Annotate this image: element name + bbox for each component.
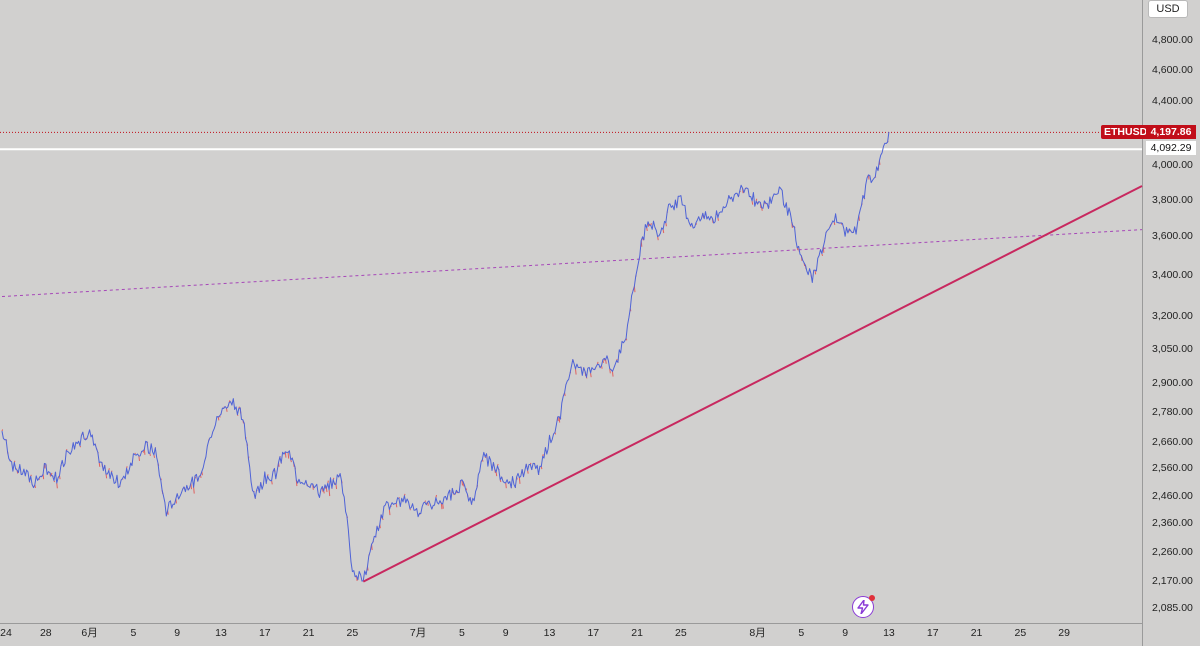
x-tick-label: 7月	[410, 627, 426, 639]
price-wick	[657, 236, 659, 241]
x-tick-label: 29	[1058, 627, 1070, 639]
price-wick	[335, 484, 338, 490]
x-tick-label: 6月	[81, 627, 97, 639]
y-tick-label: 2,660.00	[1152, 436, 1193, 448]
y-tick-label: 2,170.00	[1152, 575, 1193, 587]
x-tick-label: 13	[215, 627, 227, 639]
last-price-tag: 4,197.86	[1146, 125, 1196, 139]
y-tick-label: 4,600.00	[1152, 64, 1193, 76]
price-wick	[609, 368, 611, 374]
price-wick	[751, 200, 754, 205]
price-wick	[611, 371, 614, 377]
horizontal-line-price-tag: 4,092.29	[1146, 141, 1196, 155]
price-wick	[665, 222, 667, 227]
x-tick-label: 9	[842, 627, 848, 639]
trendline[interactable]	[362, 185, 1143, 583]
price-wick	[442, 503, 444, 509]
dashed-line[interactable]	[1, 229, 1143, 298]
x-tick-label: 9	[174, 627, 180, 639]
price-wick	[646, 227, 648, 232]
y-tick-label: 2,460.00	[1152, 490, 1193, 502]
x-tick-label: 8月	[749, 627, 765, 639]
price-wick	[56, 482, 58, 489]
x-tick-label: 21	[971, 627, 983, 639]
price-wick	[395, 503, 398, 508]
x-tick-label: 13	[883, 627, 895, 639]
price-wick	[138, 455, 140, 461]
y-tick-label: 2,780.00	[1152, 406, 1193, 418]
y-tick-label: 3,200.00	[1152, 310, 1193, 322]
price-wick	[388, 509, 391, 516]
price-wick	[814, 270, 817, 275]
trendline-segment[interactable]	[362, 185, 1143, 583]
y-tick-label: 2,560.00	[1152, 462, 1193, 474]
y-tick-label: 2,085.00	[1152, 602, 1193, 614]
y-tick-label: 4,400.00	[1152, 95, 1193, 107]
price-wick	[1, 429, 4, 432]
price-wick	[717, 217, 719, 221]
price-wick	[143, 449, 146, 455]
x-tick-label: 25	[675, 627, 687, 639]
y-tick-label: 3,600.00	[1152, 230, 1193, 242]
price-wick	[225, 408, 228, 412]
x-tick-label: 5	[798, 627, 804, 639]
axis-frame	[0, 0, 1143, 646]
price-wick	[495, 472, 498, 477]
price-series	[1, 131, 890, 583]
y-tick-label: 4,800.00	[1152, 34, 1193, 46]
y-tick-label: 3,050.00	[1152, 343, 1193, 355]
price-wick	[328, 489, 331, 497]
price-axis[interactable]: 4,800.00 4,600.00 4,400.00 4,000.00 3,800.00…	[1152, 34, 1193, 614]
price-wick	[440, 503, 443, 510]
price-wick	[605, 359, 607, 364]
price-wick	[505, 482, 507, 489]
x-tick-label: 9	[503, 627, 509, 639]
notification-dot	[869, 595, 875, 601]
price-wick	[325, 488, 328, 493]
price-wick	[518, 477, 521, 484]
time-axis[interactable]: 24 28 6月 5 9 13 17 21 25 7月 5 9 13 17 21 25 8月 5 9 13 17 21 25…	[0, 627, 1070, 639]
x-tick-label: 28	[40, 627, 52, 639]
price-wick	[271, 480, 273, 485]
price-wick	[105, 473, 108, 479]
y-tick-label: 2,260.00	[1152, 546, 1193, 558]
dashed-line-segment[interactable]	[1, 229, 1143, 298]
x-tick-label: 13	[544, 627, 556, 639]
y-tick-label: 4,000.00	[1152, 159, 1193, 171]
x-tick-label: 25	[347, 627, 359, 639]
lightning-glyph	[857, 600, 869, 614]
symbol-tag: ETHUSD	[1101, 125, 1151, 139]
x-tick-label: 25	[1015, 627, 1027, 639]
x-tick-label: 17	[587, 627, 599, 639]
x-tick-label: 21	[631, 627, 643, 639]
x-tick-label: 5	[130, 627, 136, 639]
price-wick	[153, 454, 156, 458]
price-line	[1, 131, 890, 582]
price-wick	[527, 470, 529, 474]
price-wick	[284, 451, 287, 458]
y-tick-label: 3,400.00	[1152, 269, 1193, 281]
price-wick	[590, 372, 592, 378]
y-tick-label: 2,360.00	[1152, 517, 1193, 529]
x-tick-label: 17	[259, 627, 271, 639]
x-tick-label: 24	[0, 627, 12, 639]
x-tick-label: 17	[927, 627, 939, 639]
y-tick-label: 2,900.00	[1152, 377, 1193, 389]
currency-badge[interactable]: USD	[1148, 0, 1188, 18]
price-wick	[98, 462, 101, 467]
price-wick	[575, 368, 577, 375]
price-wick	[662, 229, 665, 234]
x-tick-label: 21	[303, 627, 315, 639]
price-wick	[193, 487, 195, 494]
lightning-icon[interactable]	[852, 595, 875, 618]
y-tick-label: 3,800.00	[1152, 194, 1193, 206]
price-wick	[287, 452, 290, 459]
x-tick-label: 5	[459, 627, 465, 639]
price-wick	[217, 416, 220, 421]
